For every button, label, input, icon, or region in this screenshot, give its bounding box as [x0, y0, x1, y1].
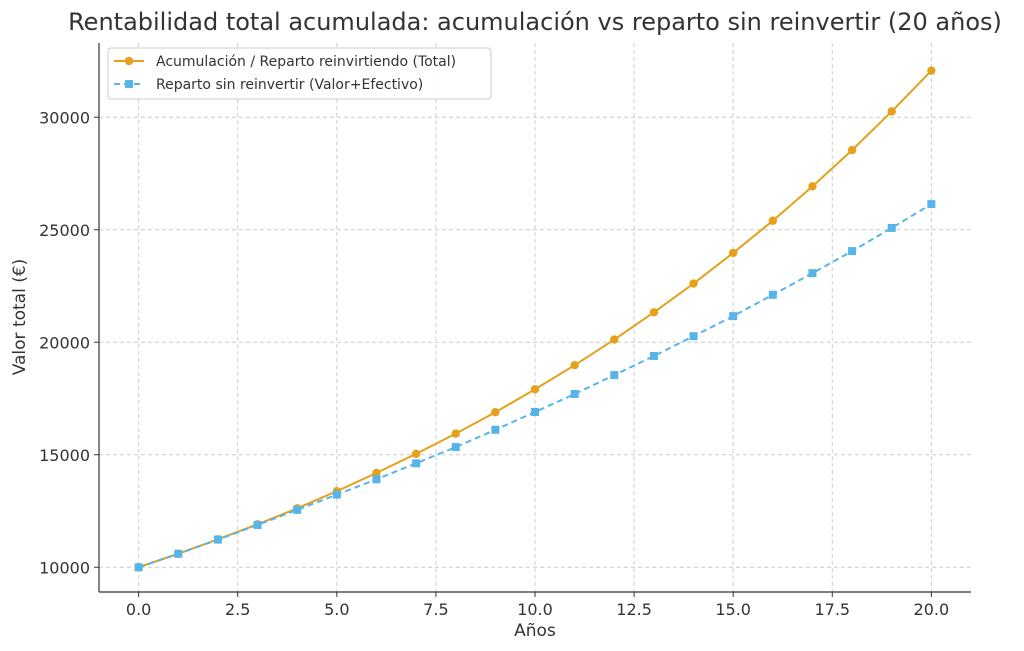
data-point-series-1 [649, 308, 659, 317]
data-point-series-2 [332, 490, 341, 499]
data-point-series-1 [530, 385, 540, 394]
y-tick-label: 20000 [39, 333, 90, 352]
data-point-series-2 [372, 475, 381, 484]
data-point-series-2 [174, 549, 183, 558]
data-point-series-1 [610, 335, 619, 344]
chart-title: Rentabilidad total acumulada: acumulació… [68, 8, 1002, 36]
ticks: 0.0 2.5 5.0 7.5 10.0 12.5 15.0 17.5 20.0 10000 150… [39, 108, 949, 619]
data-point-series-2 [293, 505, 302, 514]
data-point-series-2 [768, 290, 777, 299]
data-point-series-2 [412, 459, 421, 468]
x-tick-label: 17.5 [814, 600, 850, 619]
data-point-series-1 [689, 279, 698, 288]
data-point-series-2 [213, 535, 222, 544]
data-point-series-1 [808, 182, 817, 191]
data-point-series-2 [134, 563, 143, 572]
legend-label-series-2: Reparto sin reinvertir (Valor+Efectivo) [156, 77, 423, 93]
data-point-series-2 [451, 443, 460, 452]
series [134, 66, 936, 572]
y-tick-label: 25000 [39, 221, 90, 240]
data-point-series-2 [253, 520, 262, 529]
x-tick-label: 5.0 [324, 600, 349, 619]
data-point-series-1 [491, 408, 500, 417]
grid [99, 43, 971, 592]
x-axis-label: Años [514, 621, 556, 641]
legend: Acumulación / Reparto reinvirtiendo (Tot… [107, 47, 492, 100]
x-tick-label: 20.0 [914, 600, 950, 619]
data-point-series-2 [729, 312, 738, 321]
data-point-series-2 [610, 371, 619, 380]
legend-box [107, 47, 492, 100]
y-axis-label: Valor total (€) [10, 259, 30, 376]
x-tick-label: 0.0 [126, 600, 151, 619]
data-point-series-2 [570, 390, 579, 398]
data-point-series-1 [451, 429, 460, 438]
data-point-series-1 [847, 145, 857, 155]
data-point-series-1 [887, 107, 896, 116]
x-tick-label: 10.0 [517, 600, 553, 619]
legend-marker-series-1 [124, 56, 134, 66]
data-point-series-1 [768, 216, 778, 225]
legend-marker-series-2 [125, 80, 133, 88]
data-point-series-1 [927, 66, 936, 75]
y-tick-label: 10000 [39, 558, 90, 577]
data-point-series-2 [649, 351, 658, 360]
data-point-series-2 [848, 247, 857, 256]
y-tick-label: 15000 [39, 446, 90, 465]
x-tick-label: 15.0 [715, 600, 751, 619]
legend-label-series-1: Acumulación / Reparto reinvirtiendo (Tot… [156, 54, 456, 70]
data-point-series-1 [411, 449, 421, 459]
x-tick-label: 12.5 [616, 600, 652, 619]
data-point-series-2 [531, 408, 539, 416]
data-point-series-1 [570, 361, 579, 370]
data-point-series-2 [689, 332, 698, 341]
data-point-series-2 [491, 425, 500, 434]
data-point-series-1 [372, 468, 381, 478]
data-point-series-2 [887, 223, 896, 232]
x-tick-label: 7.5 [423, 600, 448, 619]
y-tick-label: 30000 [39, 108, 90, 127]
data-point-series-1 [728, 248, 738, 258]
x-tick-label: 2.5 [225, 600, 250, 619]
data-point-series-2 [808, 269, 817, 278]
data-point-series-2 [927, 200, 936, 209]
